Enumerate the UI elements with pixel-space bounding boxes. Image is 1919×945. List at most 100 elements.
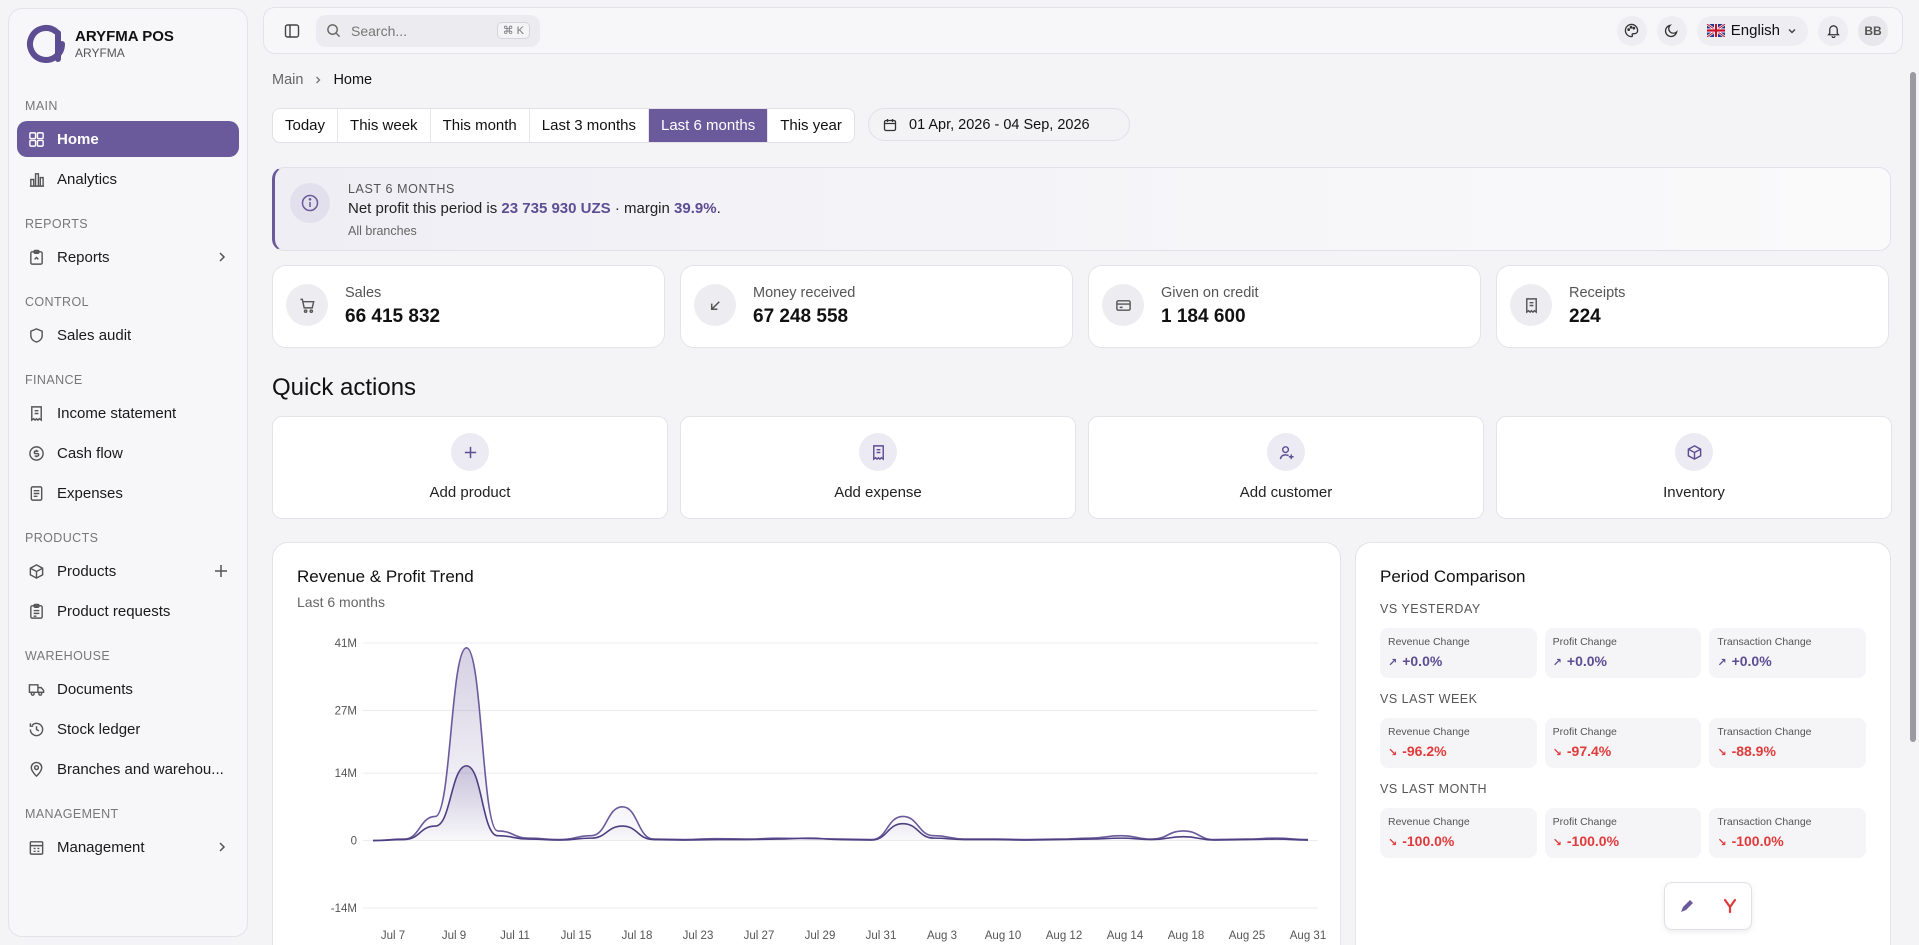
clipboard-list-icon bbox=[27, 602, 45, 620]
breadcrumb-root[interactable]: Main bbox=[272, 72, 304, 88]
add-customer-button[interactable]: Add customer bbox=[1088, 416, 1484, 519]
trend-down-icon: ↘ bbox=[1552, 837, 1562, 849]
sidebar-item-label: Expenses bbox=[57, 484, 123, 502]
sidebar-item-income-statement[interactable]: Income statement bbox=[17, 395, 239, 431]
comparison-cell-profit-change: Profit Change ↘ -100.0% bbox=[1544, 808, 1702, 858]
comparison-cell-revenue-change: Revenue Change ↘ -100.0% bbox=[1380, 808, 1537, 858]
chart-plot[interactable]: 41M 27M 14M 0 -14M Jul 7 Jul 9 Jul 11 Jul 15 Jul … bbox=[273, 543, 1342, 945]
brand[interactable]: ARYFMA POS ARYFMA bbox=[9, 9, 247, 79]
tab-today[interactable]: Today bbox=[273, 109, 339, 142]
page-scrollbar[interactable] bbox=[1907, 62, 1917, 942]
comparison-value: ↘ -100.0% bbox=[1388, 833, 1454, 849]
palette-icon[interactable] bbox=[1616, 15, 1647, 46]
bell-icon[interactable] bbox=[1818, 15, 1848, 46]
stat-label: Sales bbox=[345, 285, 382, 301]
brand-subtitle: ARYFMA bbox=[75, 46, 125, 60]
x-tick-label: Aug 14 bbox=[1107, 930, 1144, 942]
x-tick-label: Aug 10 bbox=[985, 930, 1021, 942]
tab-last-3-months[interactable]: Last 3 months bbox=[530, 109, 649, 142]
comparison-cell-revenue-change: Revenue Change ↗ +0.0% bbox=[1380, 628, 1537, 678]
sidebar-item-product-requests[interactable]: Product requests bbox=[17, 593, 239, 629]
moon-icon[interactable] bbox=[1656, 15, 1687, 46]
x-tick-label: Jul 11 bbox=[500, 930, 530, 942]
document-icon bbox=[27, 484, 45, 502]
comparison-value: ↗ +0.0% bbox=[1717, 653, 1771, 669]
quick-actions-title: Quick actions bbox=[272, 374, 417, 401]
building-icon bbox=[27, 838, 45, 856]
sidebar-item-cash-flow[interactable]: Cash flow bbox=[17, 435, 239, 471]
tab-this-year[interactable]: This year bbox=[780, 117, 842, 134]
sidebar-item-products[interactable]: Products bbox=[17, 553, 239, 589]
coin-icon bbox=[27, 444, 45, 462]
yandex-icon[interactable] bbox=[1721, 897, 1739, 915]
floating-toolbar bbox=[1664, 882, 1752, 930]
brand-title: ARYFMA POS bbox=[75, 28, 174, 45]
stat-label: Money received bbox=[753, 285, 856, 301]
sidebar-item-sales-audit[interactable]: Sales audit bbox=[17, 317, 239, 353]
language-label: English bbox=[1730, 22, 1780, 39]
search-icon bbox=[326, 23, 341, 38]
sidebar-item-reports[interactable]: Reports bbox=[17, 239, 239, 275]
avatar[interactable]: BB bbox=[1858, 15, 1888, 46]
plus-icon bbox=[451, 433, 489, 471]
stat-card-receipts: Receipts 224 bbox=[1496, 265, 1889, 348]
sidebar-item-home[interactable]: Home bbox=[17, 121, 239, 157]
chevron-right-icon[interactable] bbox=[215, 840, 229, 854]
comparison-cell-profit-change: Profit Change ↗ +0.0% bbox=[1544, 628, 1702, 678]
comparison-value: ↗ +0.0% bbox=[1553, 653, 1607, 669]
quick-action-label: Inventory bbox=[1663, 484, 1725, 501]
sidebar-item-label: Stock ledger bbox=[57, 720, 141, 738]
trend-down-icon: ↘ bbox=[1717, 837, 1727, 849]
trend-down-icon: ↘ bbox=[1388, 747, 1398, 759]
nav-section-products: PRODUCTS Products Product requests bbox=[9, 527, 247, 629]
tab-last-6-months[interactable]: Last 6 months bbox=[648, 109, 769, 142]
period-comparison-title: Period Comparison bbox=[1380, 567, 1526, 586]
tab-this-month[interactable]: This month bbox=[431, 109, 530, 142]
trend-down-icon: ↘ bbox=[1388, 837, 1398, 849]
package-icon bbox=[1675, 433, 1713, 471]
receipt-icon bbox=[859, 433, 897, 471]
date-range-picker[interactable]: 01 Apr, 2026 - 04 Sep, 2026 bbox=[868, 108, 1130, 141]
nav-section-header: WAREHOUSE bbox=[25, 649, 111, 663]
chevron-right-icon[interactable] bbox=[215, 250, 229, 264]
comparison-label: Transaction Change bbox=[1717, 816, 1812, 828]
receipt-icon bbox=[27, 404, 45, 422]
pen-icon[interactable] bbox=[1678, 897, 1696, 915]
comparison-value-text: -100.0% bbox=[1566, 833, 1620, 849]
series-line-1[interactable] bbox=[372, 765, 1309, 842]
sidebar-item-label: Products bbox=[57, 562, 117, 580]
add-expense-button[interactable]: Add expense bbox=[680, 416, 1076, 519]
receipt-icon bbox=[1510, 284, 1552, 326]
comparison-label: Profit Change bbox=[1552, 726, 1617, 738]
search-input[interactable]: Search... ⌘ K bbox=[316, 14, 540, 47]
comparison-label: Revenue Change bbox=[1388, 816, 1470, 828]
x-tick-label: Jul 27 bbox=[744, 930, 775, 942]
scrollbar-thumb[interactable] bbox=[1910, 72, 1916, 742]
banner-subtitle: All branches bbox=[348, 224, 417, 238]
chevron-right-icon bbox=[313, 75, 323, 85]
sidebar-item-label: Sales audit bbox=[57, 326, 132, 344]
inventory-button[interactable]: Inventory bbox=[1496, 416, 1892, 519]
sidebar-toggle-icon[interactable] bbox=[278, 17, 306, 45]
x-tick-label: Aug 25 bbox=[1229, 930, 1265, 942]
sidebar-item-documents[interactable]: Documents bbox=[17, 671, 239, 707]
language-select[interactable]: English bbox=[1696, 15, 1808, 46]
sidebar-item-analytics[interactable]: Analytics bbox=[17, 161, 239, 197]
quick-action-label: Add customer bbox=[1239, 484, 1333, 501]
sidebar-item-label: Product requests bbox=[57, 602, 171, 620]
add-product-button[interactable]: Add product bbox=[272, 416, 668, 519]
sidebar-item-stock-ledger[interactable]: Stock ledger bbox=[17, 711, 239, 747]
sidebar-item-label: Income statement bbox=[57, 404, 177, 422]
y-tick-label: 14M bbox=[335, 768, 357, 780]
tab-this-week[interactable]: This week bbox=[338, 109, 431, 142]
banner-text-before: Net profit this period is bbox=[348, 200, 502, 217]
sidebar-item-management[interactable]: Management bbox=[17, 829, 239, 865]
user-plus-icon bbox=[1267, 433, 1305, 471]
comparison-cell-transaction-change: Transaction Change ↗ +0.0% bbox=[1709, 628, 1867, 678]
sidebar-item-branches-and-warehou[interactable]: Branches and warehou... bbox=[17, 751, 239, 787]
series-line-0[interactable] bbox=[372, 647, 1309, 842]
comparison-value-text: +0.0% bbox=[1566, 653, 1607, 669]
sidebar-item-expenses[interactable]: Expenses bbox=[17, 475, 239, 511]
series-area-0 bbox=[373, 647, 1308, 841]
plus-icon[interactable] bbox=[213, 563, 229, 579]
